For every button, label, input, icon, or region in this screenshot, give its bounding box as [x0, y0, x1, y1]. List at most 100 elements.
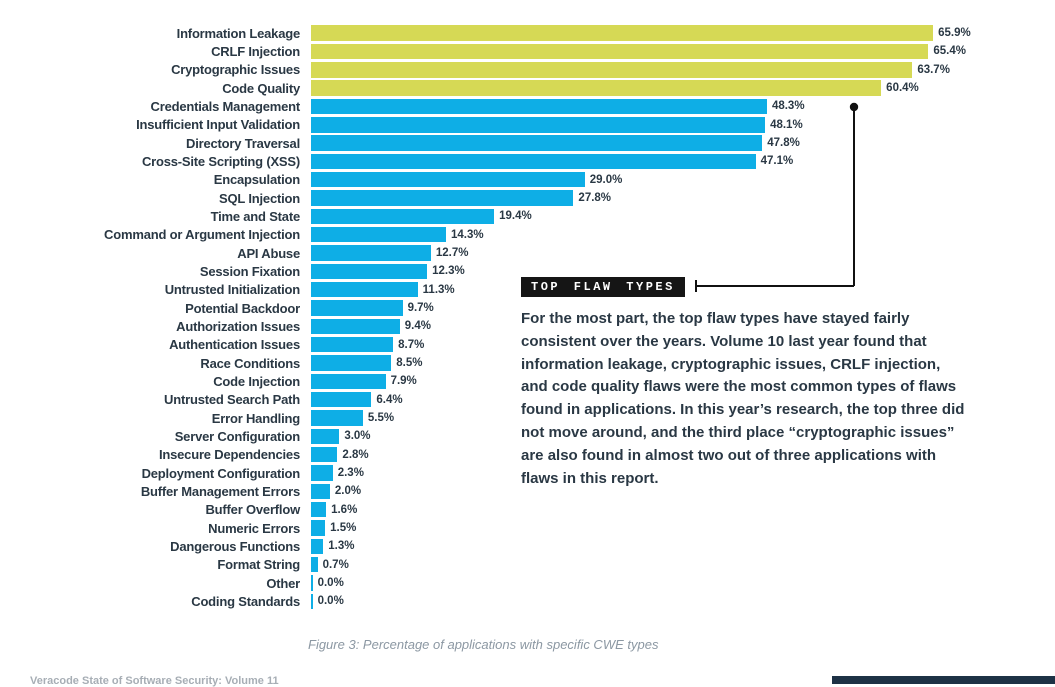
bar-row: Time and State 19.4%	[0, 207, 960, 225]
callout-paragraph: For the most part, the top flaw types ha…	[521, 310, 965, 487]
bar	[311, 483, 330, 500]
category-label: Dangerous Functions	[170, 538, 300, 554]
value-label: 48.3%	[771, 100, 805, 113]
bar-row: Information Leakage 65.9%	[0, 24, 971, 42]
value-label: 47.1%	[760, 155, 794, 168]
category-label: Authentication Issues	[169, 337, 300, 353]
bar	[311, 245, 431, 261]
value-label: 0.0%	[317, 595, 344, 608]
bar	[311, 98, 767, 115]
bar-row: Server Configuration 3.0%	[0, 427, 960, 445]
bar-row: Insecure Dependencies 2.8%	[0, 446, 960, 464]
category-label: Untrusted Initialization	[164, 282, 301, 298]
value-label: 12.3%	[432, 265, 465, 278]
bar-row: Numeric Errors 1.5%	[0, 519, 960, 537]
value-label: 1.3%	[328, 540, 355, 553]
bar-row: CRLF Injection 65.4%	[0, 42, 966, 60]
bar	[311, 208, 495, 225]
value-label: 27.8%	[578, 192, 612, 205]
bar-row: Code Injection 7.9%	[0, 372, 960, 390]
bar-row: Directory Traversal 47.8%	[0, 134, 960, 152]
bar-row: Credentials Management 48.3%	[0, 97, 960, 115]
bar-row: SQL Injection 27.8%	[0, 189, 960, 207]
bar	[311, 190, 574, 206]
bar	[311, 135, 763, 151]
bar	[311, 227, 446, 243]
value-label: 8.5%	[396, 357, 423, 370]
value-label: 0.0%	[317, 577, 344, 589]
bar	[311, 172, 585, 188]
value-label: 47.8%	[767, 137, 800, 150]
bar	[311, 502, 327, 518]
bar	[311, 43, 929, 60]
value-label: 9.7%	[407, 302, 434, 315]
bar-row: Race Conditions 8.5%	[0, 354, 960, 372]
bar-row: Buffer Overflow 1.6%	[0, 501, 960, 519]
value-label: 2.0%	[334, 485, 362, 498]
bar-row: Deployment Configuration 2.3%	[0, 464, 960, 482]
value-label: 11.3%	[422, 283, 455, 296]
category-label: Race Conditions	[200, 355, 300, 371]
value-label: 48.1%	[770, 118, 803, 131]
category-label: Error Handling	[211, 410, 300, 426]
bar	[311, 300, 403, 316]
value-label: 19.4%	[499, 210, 532, 223]
value-label: 1.5%	[330, 522, 357, 535]
value-label: 2.3%	[337, 467, 364, 480]
bar	[311, 392, 372, 408]
category-label: Potential Backdoor	[185, 300, 300, 316]
bar	[311, 337, 394, 353]
bar-row: Insufficient Input Validation 48.1%	[0, 116, 960, 134]
category-label: Directory Traversal	[186, 135, 300, 151]
bar	[311, 593, 313, 610]
bar	[311, 282, 418, 298]
value-label: 5.5%	[367, 412, 395, 425]
category-label: Insecure Dependencies	[158, 447, 300, 463]
value-label: 3.0%	[344, 430, 371, 443]
bar	[311, 153, 756, 170]
value-label: 9.4%	[404, 320, 431, 333]
bar-row: API Abuse 12.7%	[0, 244, 960, 262]
bar-row: Encapsulation 29.0%	[0, 171, 960, 189]
category-label: API Abuse	[237, 245, 300, 261]
bar-rows: Information Leakage 65.9% CRLF Injection 65…	[0, 24, 971, 611]
top-flaw-types-badge: TOP FLAW TYPES	[521, 277, 685, 297]
category-label: Coding Standards	[191, 593, 300, 609]
value-label: 65.4%	[933, 45, 966, 58]
value-label: 2.8%	[342, 448, 369, 461]
category-label: Command or Argument Injection	[104, 227, 300, 243]
category-label: SQL Injection	[219, 190, 300, 206]
category-label: Buffer Management Errors	[140, 483, 300, 499]
value-label: 63.7%	[917, 63, 950, 76]
bar-row: Potential Backdoor 9.7%	[0, 299, 960, 317]
bar-row: Untrusted Initialization 11.3%	[0, 281, 960, 299]
bar	[311, 355, 392, 371]
bar	[311, 62, 913, 78]
category-label: Deployment Configuration	[141, 465, 301, 481]
bar-row: Cryptographic Issues 63.7%	[0, 61, 960, 79]
bar-row: Untrusted Search Path 6.4%	[0, 391, 960, 409]
value-label: 8.7%	[398, 338, 425, 351]
value-label: 60.4%	[886, 82, 919, 95]
value-label: 29.0%	[589, 173, 623, 186]
footer-corner-bar	[832, 676, 1055, 684]
category-label: Numeric Errors	[208, 520, 300, 536]
bar-row: Authorization Issues 9.4%	[0, 317, 960, 335]
category-label: Other	[266, 575, 300, 591]
bar-row: Buffer Management Errors 2.0%	[0, 482, 960, 500]
bar	[311, 556, 318, 573]
bar	[311, 80, 882, 96]
bar	[311, 117, 766, 133]
category-label: Session Fixation	[199, 263, 300, 279]
category-label: Buffer Overflow	[205, 502, 300, 518]
bar-row: Authentication Issues 8.7%	[0, 336, 960, 354]
category-label: Untrusted Search Path	[164, 392, 300, 408]
value-label: 7.9%	[390, 375, 417, 388]
bar-row: Other 0.0%	[0, 574, 960, 592]
value-label: 1.6%	[331, 503, 358, 516]
category-label: Time and State	[210, 208, 301, 224]
value-label: 0.7%	[322, 558, 349, 571]
bar-row: Dangerous Functions 1.3%	[0, 537, 960, 555]
category-label: Server Configuration	[174, 428, 300, 444]
bar	[311, 465, 333, 481]
